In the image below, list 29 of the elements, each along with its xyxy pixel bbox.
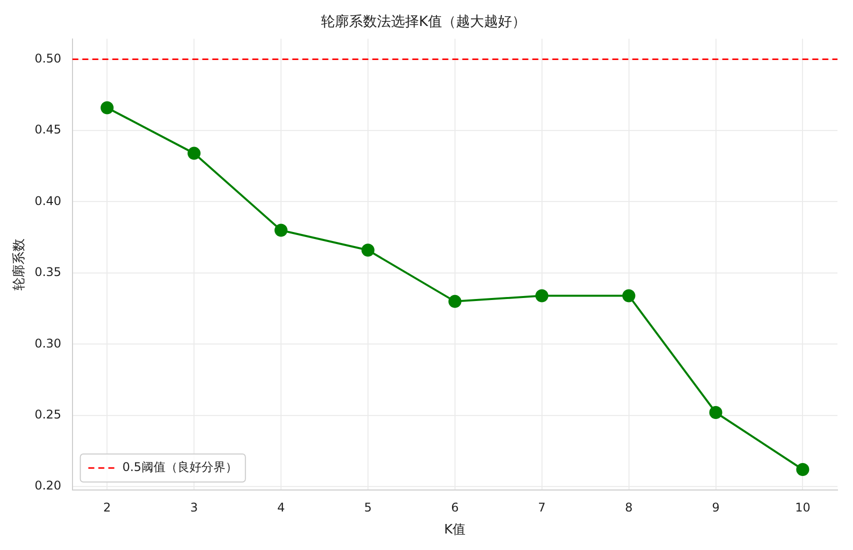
x-tick-label: 5 <box>364 500 372 514</box>
x-tick-label: 2 <box>103 500 111 514</box>
y-tick-label: 0.50 <box>34 51 62 66</box>
y-tick-label: 0.20 <box>34 478 62 493</box>
point <box>188 146 201 160</box>
x-tick-label: 6 <box>451 500 459 514</box>
x-tick-label: 8 <box>624 500 633 514</box>
x-tick-label: 10 <box>795 500 810 514</box>
y-tick-label: 0.30 <box>34 336 62 350</box>
x-tick-label: 4 <box>277 500 285 514</box>
point <box>448 294 462 308</box>
y-tick-label: 0.25 <box>34 407 62 422</box>
legend-label: 0.5阈值（良好分界） <box>122 460 238 474</box>
y-tick-label: 0.35 <box>34 265 62 280</box>
point <box>622 289 636 302</box>
chart-title: 轮廓系数法选择K值（越大越好） <box>320 14 526 30</box>
y-axis-title: 轮廓系数 <box>12 238 28 290</box>
point <box>100 101 114 114</box>
x-tick-label: 3 <box>190 500 198 514</box>
point <box>535 289 548 302</box>
y-tick-label: 0.40 <box>34 194 62 208</box>
x-axis-title: K值 <box>444 522 466 538</box>
x-tick-label: 7 <box>538 500 546 514</box>
point <box>274 224 288 237</box>
point <box>709 406 722 420</box>
point <box>796 462 810 476</box>
x-tick-label: 9 <box>712 500 720 514</box>
y-tick-label: 0.45 <box>34 122 62 137</box>
point <box>361 244 374 257</box>
